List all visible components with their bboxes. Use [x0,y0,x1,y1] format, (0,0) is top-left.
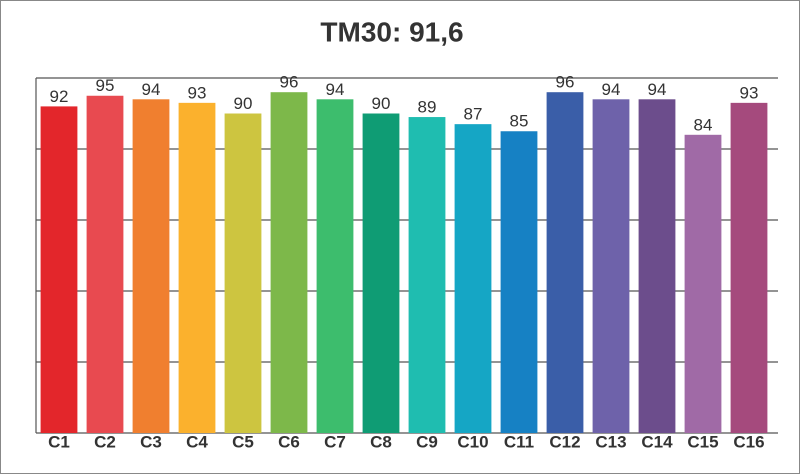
value-label: 89 [418,98,437,117]
value-label: 90 [372,94,391,113]
value-label: 95 [96,76,115,95]
value-label: 96 [280,73,299,92]
x-tick-label: C14 [641,432,673,451]
value-label: 84 [694,115,713,134]
value-label: 93 [740,83,759,102]
value-label: 92 [50,87,69,106]
bar [224,113,262,433]
value-label: 96 [556,73,575,92]
x-tick-label: C11 [504,432,534,451]
x-tick-label: C10 [457,432,488,451]
value-label: 93 [188,83,207,102]
x-tick-label: C5 [232,432,254,451]
bar [132,99,170,434]
bar [684,134,722,434]
value-label: 94 [142,80,161,99]
value-label: 87 [464,105,483,124]
bar [592,99,630,434]
bar [546,92,584,433]
bar [408,117,446,434]
x-tick-label: C7 [324,432,346,451]
bar [730,102,768,433]
chart-title: TM30: 91,6 [320,16,463,47]
x-tick-label: C3 [140,432,162,451]
x-tick-label: C12 [549,432,580,451]
value-label: 94 [602,80,621,99]
bar [638,99,676,434]
x-tick-label: C4 [186,432,208,451]
bar [500,131,538,433]
x-tick-label: C16 [733,432,764,451]
value-label: 85 [510,112,529,131]
x-tick-label: C1 [48,432,70,451]
x-tick-label: C13 [595,432,626,451]
value-label: 90 [234,94,253,113]
bar [454,124,492,434]
bar [316,99,354,434]
x-tick-label: C2 [94,432,116,451]
value-label: 94 [326,80,345,99]
bar [270,92,308,433]
x-tick-label: C6 [278,432,300,451]
bar [362,113,400,433]
value-label: 94 [648,80,667,99]
bar [40,106,78,434]
x-tick-label: C9 [416,432,438,451]
bar [86,95,124,433]
x-tick-label: C8 [370,432,392,451]
x-tick-label: C15 [687,432,718,451]
bar [178,102,216,433]
